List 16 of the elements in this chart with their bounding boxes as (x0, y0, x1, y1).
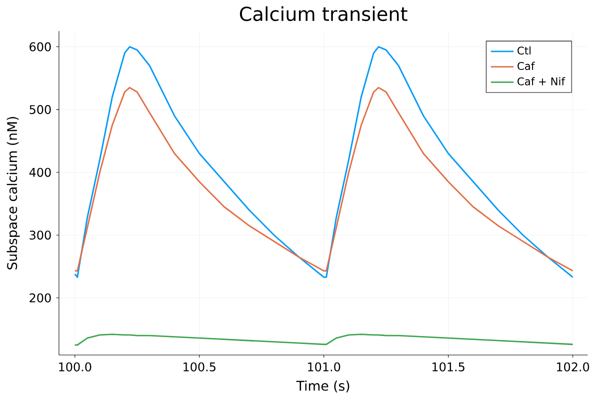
x-tick-label: 101.5 (432, 362, 464, 372)
x-tick-label: 100.5 (184, 362, 216, 372)
y-tick-label: 400 (29, 168, 51, 177)
legend-label: Ctl (518, 46, 531, 55)
legend-label: Caf + Nif (518, 77, 566, 86)
legend-label: Caf (518, 62, 535, 70)
x-tick-label: 101.0 (308, 362, 340, 372)
x-axis-title: Time (s) (296, 380, 350, 392)
y-tick-label: 200 (30, 293, 51, 302)
chart-title: Calcium transient (240, 6, 408, 22)
y-axis-title: Subspace calcium (nM) (6, 116, 20, 270)
x-tick-label: 102.0 (556, 362, 590, 372)
y-tick-label: 500 (30, 105, 51, 114)
y-tick-label: 600 (30, 42, 51, 52)
x-tick-label: 100.0 (59, 362, 92, 372)
y-tick-label: 300 (30, 230, 51, 240)
